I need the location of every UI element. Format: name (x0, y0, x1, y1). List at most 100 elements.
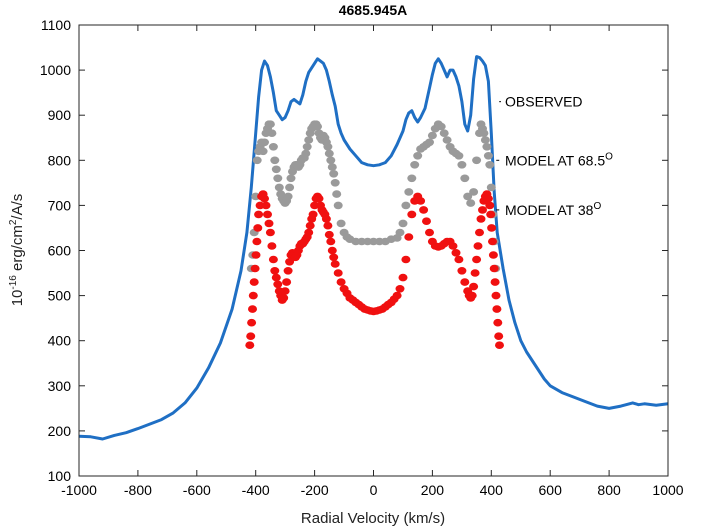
y-label-exp1: -16 (8, 275, 19, 290)
data-point-model-at-68-5 (404, 188, 414, 196)
data-point-model-at-38 (263, 210, 272, 219)
y-tick-label: 100 (48, 468, 72, 484)
data-point-model-at-68-5 (265, 120, 275, 128)
y-tick-label: 200 (48, 423, 72, 439)
data-point-model-at-38 (398, 273, 408, 282)
data-point-model-at-68-5 (268, 143, 278, 151)
x-tick-label: -400 (242, 482, 270, 498)
data-point-model-at-68-5 (286, 174, 296, 183)
series-observed (78, 55, 669, 441)
data-point-model-at-68-5 (485, 161, 495, 169)
data-point-model-at-38 (282, 278, 292, 286)
data-point-model-at-68-5 (463, 192, 473, 201)
plot-area (79, 25, 668, 476)
data-point-model-at-68-5 (267, 129, 277, 137)
data-point-model-at-38 (260, 194, 269, 203)
data-point-model-at-38 (494, 332, 504, 341)
y-tick-label: 1000 (40, 62, 71, 78)
data-point-model-at-68-5 (472, 156, 482, 165)
data-point-model-at-68-5 (457, 161, 467, 169)
data-point-model-at-38 (489, 264, 499, 273)
data-point-model-at-38 (323, 221, 333, 230)
x-axis-ticks: -1000 -800 -600 -400 -200 0 200 400 600 800 1000 (61, 25, 684, 498)
data-point-model-at-38 (330, 260, 340, 268)
data-point-model-at-38 (308, 210, 318, 219)
data-point-model-at-68-5 (486, 183, 496, 192)
data-point-model-at-38 (448, 242, 458, 250)
series-layer (78, 55, 669, 441)
y-tick-label: 900 (48, 107, 72, 123)
data-point-model-at-38 (416, 197, 426, 205)
data-point-model-at-38 (422, 217, 431, 225)
data-point-model-at-68-5 (436, 122, 446, 131)
data-point-model-at-38 (280, 287, 290, 295)
data-point-model-at-38 (460, 278, 470, 286)
data-point-model-at-68-5 (260, 138, 269, 147)
data-point-model-at-38 (326, 237, 336, 246)
data-point-model-at-68-5 (401, 201, 411, 210)
data-point-model-at-38 (264, 219, 274, 228)
data-point-model-at-68-5 (252, 156, 262, 165)
data-point-model-at-68-5 (336, 219, 346, 228)
data-point-model-at-38 (488, 251, 498, 259)
data-point-model-at-38 (404, 233, 414, 241)
data-point-model-at-68-5 (313, 122, 322, 131)
annotations: OBSERVED MODEL AT 68.5O MODEL AT 38O (496, 94, 613, 218)
data-point-model-at-68-5 (326, 156, 336, 165)
data-point-model-at-68-5 (425, 138, 434, 147)
data-point-model-at-38 (327, 246, 337, 255)
series-model-at-68-5 (246, 120, 501, 273)
x-axis-label: Radial Velocity (km/s) (301, 510, 445, 527)
y-label-mid: erg/cm (9, 225, 26, 275)
data-point-model-at-68-5 (407, 174, 417, 183)
y-axis-label: 10-16 erg/cm2/A/s (8, 194, 26, 307)
x-tick-label: 200 (421, 482, 445, 498)
data-point-model-at-68-5 (442, 136, 452, 144)
data-point-model-at-68-5 (329, 170, 339, 178)
data-point-model-at-68-5 (460, 174, 470, 183)
y-tick-label: 600 (48, 243, 72, 259)
data-point-model-at-38 (395, 285, 405, 293)
data-point-model-at-68-5 (273, 174, 283, 183)
data-point-model-at-38 (336, 278, 346, 286)
data-point-model-at-38 (419, 206, 429, 214)
chart-title: 4685.945A (339, 2, 408, 18)
data-point-model-at-68-5 (302, 143, 312, 151)
data-point-model-at-38 (248, 305, 257, 313)
data-point-model-at-68-5 (482, 143, 492, 151)
data-point-model-at-38 (246, 332, 256, 341)
data-point-model-at-38 (253, 224, 263, 232)
data-point-model-at-38 (401, 255, 411, 264)
data-point-model-at-38 (392, 291, 402, 300)
data-point-model-at-38 (473, 242, 483, 250)
data-point-model-at-38 (283, 267, 293, 275)
y-tick-label: 700 (48, 197, 72, 213)
data-point-model-at-38 (249, 278, 259, 286)
series-line-observed (78, 55, 669, 441)
y-label-base: 10 (9, 290, 26, 307)
x-tick-label: 600 (539, 482, 563, 498)
x-tick-label: 800 (597, 482, 621, 498)
series-model-at-38 (245, 190, 504, 350)
data-point-model-at-38 (254, 210, 264, 219)
data-point-model-at-38 (490, 278, 500, 286)
y-tick-label: 500 (48, 288, 72, 304)
x-tick-label: 1000 (652, 482, 683, 498)
data-point-model-at-38 (451, 249, 461, 257)
data-point-model-at-38 (476, 215, 486, 223)
y-tick-label: 400 (48, 333, 72, 349)
data-point-model-at-38 (304, 228, 314, 237)
data-point-model-at-38 (329, 253, 339, 262)
data-point-model-at-68-5 (479, 129, 489, 137)
data-point-model-at-38 (454, 255, 464, 264)
data-point-model-at-38 (321, 215, 331, 223)
x-tick-label: -1000 (61, 482, 97, 498)
data-point-model-at-68-5 (427, 131, 437, 140)
data-point-model-at-68-5 (439, 129, 449, 137)
data-point-model-at-38 (305, 221, 315, 230)
data-point-model-at-68-5 (304, 136, 314, 144)
data-point-model-at-38 (488, 237, 497, 246)
data-point-model-at-38 (492, 305, 502, 313)
data-point-model-at-38 (267, 242, 277, 250)
data-point-model-at-38 (486, 210, 496, 219)
